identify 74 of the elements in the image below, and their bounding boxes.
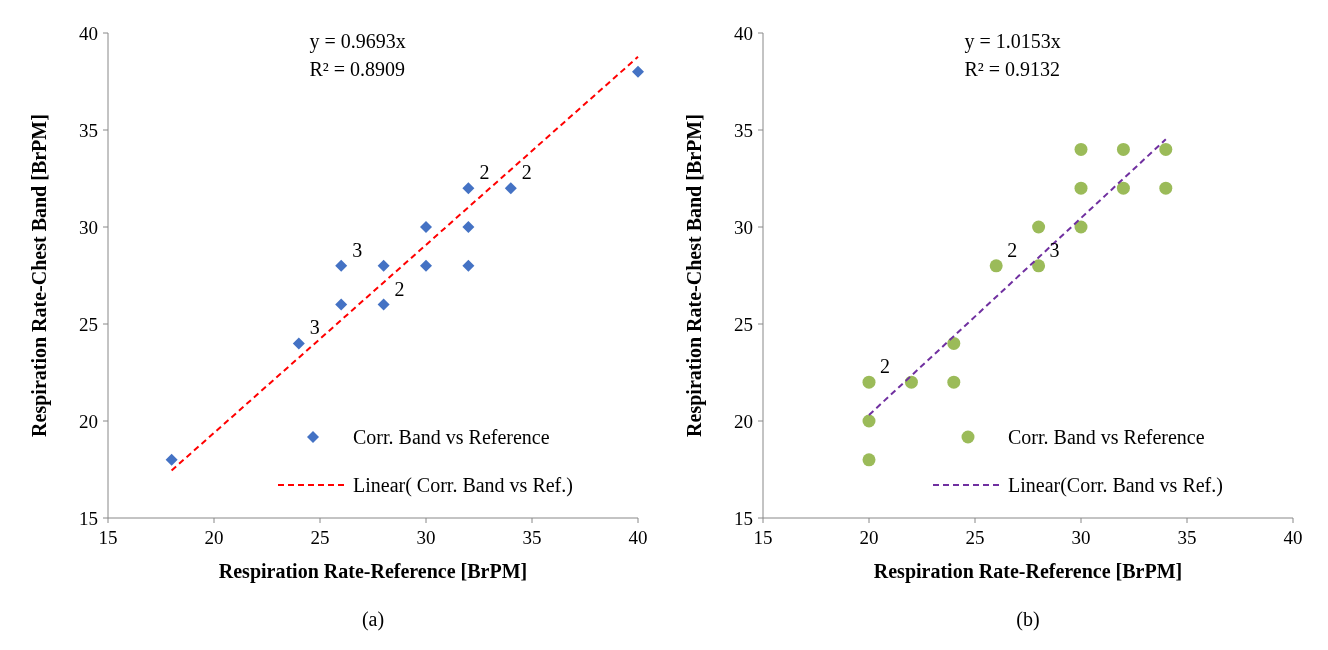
point	[462, 259, 475, 272]
point	[862, 375, 876, 389]
y-tick-label: 15	[734, 507, 753, 529]
legend-label: Corr. Band vs Reference	[1008, 426, 1205, 448]
annotation: 2	[521, 161, 532, 184]
point	[1159, 181, 1173, 195]
point	[462, 182, 475, 195]
x-tick-label: 20	[204, 527, 224, 548]
x-tick-label: 15	[753, 527, 773, 548]
y-tick-label: 30	[79, 216, 98, 238]
y-tick-label: 35	[79, 119, 98, 141]
annotation: 2	[394, 277, 405, 300]
point	[377, 259, 390, 272]
annotation: 2	[479, 161, 490, 184]
point	[862, 453, 876, 467]
legend-label: Linear(Corr. Band vs Ref.)	[1008, 474, 1223, 497]
y-tick-label: 40	[734, 22, 753, 44]
annotation: y = 1.0153x	[964, 30, 1061, 53]
x-tick-label: 30	[1071, 527, 1091, 548]
y-tick-label: 25	[734, 313, 753, 335]
point	[292, 337, 305, 350]
y-axis-title: Respiration Rate-Chest Band [BrPM]	[28, 114, 51, 437]
point	[947, 336, 961, 350]
y-axis-title: Respiration Rate-Chest Band [BrPM]	[683, 114, 706, 437]
point	[1159, 142, 1173, 156]
point	[1116, 181, 1130, 195]
legend-label: Linear( Corr. Band vs Ref.)	[353, 474, 573, 497]
text: (a)	[361, 608, 385, 631]
point	[335, 259, 348, 272]
point	[947, 375, 961, 389]
point	[165, 453, 178, 466]
point	[1074, 220, 1088, 234]
annotation: 3	[352, 238, 363, 261]
annotation: R² = 0.8909	[309, 58, 406, 80]
x-tick-label: 30	[416, 527, 436, 548]
x-tick-label: 20	[859, 527, 879, 548]
y-tick-label: 25	[79, 313, 98, 335]
y-tick-label: 20	[79, 410, 98, 432]
annotation: 3	[1049, 238, 1060, 261]
annotation: y = 0.9693x	[309, 30, 406, 53]
x-tick-label: 40	[628, 527, 648, 548]
legend-label: Corr. Band vs Reference	[353, 426, 550, 448]
annotation: R² = 0.9132	[964, 58, 1061, 80]
x-axis-title: Respiration Rate-Reference [BrPM]	[218, 560, 528, 583]
y-tick-label: 35	[734, 119, 753, 141]
point	[377, 298, 390, 311]
point	[1116, 142, 1130, 156]
y-tick-label: 20	[734, 410, 753, 432]
point	[462, 221, 475, 233]
y-tick-label: 30	[734, 216, 753, 238]
point	[335, 298, 348, 311]
point	[1032, 220, 1046, 234]
x-tick-label: 15	[98, 527, 118, 548]
annotation: 2	[880, 355, 890, 378]
point	[632, 65, 644, 78]
point	[1074, 181, 1088, 195]
annotation: 2	[1007, 238, 1018, 261]
x-axis-title: Respiration Rate-Reference [BrPM]	[873, 560, 1183, 583]
y-tick-label: 15	[79, 507, 98, 529]
x-tick-label: 35	[522, 527, 542, 548]
point	[1032, 259, 1046, 273]
point	[420, 259, 432, 272]
point	[504, 182, 517, 195]
x-tick-label: 25	[965, 527, 985, 548]
x-tick-label: 35	[1177, 527, 1197, 548]
text: (b)	[1016, 608, 1040, 631]
point	[862, 414, 876, 428]
point	[1074, 142, 1088, 156]
x-tick-label: 25	[310, 527, 330, 548]
point	[989, 259, 1003, 273]
annotation: 3	[309, 316, 320, 339]
point	[420, 221, 432, 233]
y-tick-label: 40	[79, 22, 98, 44]
x-tick-label: 40	[1283, 527, 1303, 548]
